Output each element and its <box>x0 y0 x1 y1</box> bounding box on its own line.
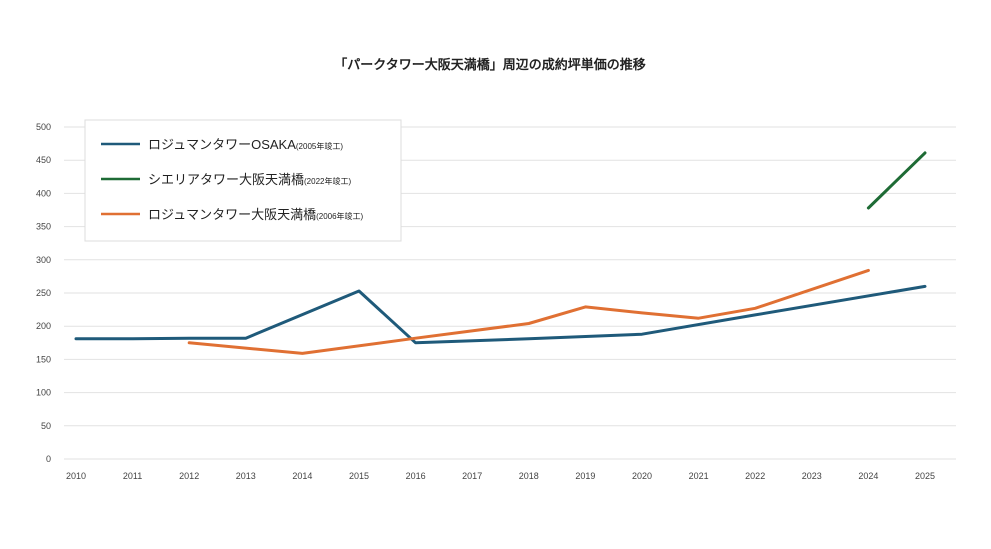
y-tick-label: 100 <box>36 388 51 398</box>
y-tick-label: 400 <box>36 188 51 198</box>
y-tick-label: 250 <box>36 288 51 298</box>
x-tick-label: 2015 <box>349 471 369 481</box>
x-tick-label: 2024 <box>858 471 878 481</box>
x-tick-label: 2014 <box>292 471 312 481</box>
series-line-1 <box>866 151 927 210</box>
chart-title: 「パークタワー大阪天満橋」周辺の成約坪単価の推移 <box>334 57 645 72</box>
legend-note: (2005年竣工) <box>296 141 343 151</box>
y-tick-label: 0 <box>46 454 51 464</box>
x-tick-label: 2018 <box>519 471 539 481</box>
x-tick-label: 2016 <box>406 471 426 481</box>
legend-note: (2006年竣工) <box>316 211 363 221</box>
y-tick-label: 350 <box>36 222 51 232</box>
y-tick-label: 450 <box>36 155 51 165</box>
legend-name: ロジュマンタワーOSAKA <box>148 137 296 152</box>
legend-label: ロジュマンタワー大阪天満橋(2006年竣工) <box>148 207 364 222</box>
y-tick-label: 300 <box>36 255 51 265</box>
legend: ロジュマンタワーOSAKA(2005年竣工) シエリアタワー大阪天満橋(2022年… <box>84 119 402 242</box>
series-line-0 <box>74 284 927 345</box>
x-tick-label: 2017 <box>462 471 482 481</box>
y-tick-label: 500 <box>36 122 51 132</box>
legend-box <box>84 119 402 242</box>
x-tick-label: 2019 <box>575 471 595 481</box>
x-tick-label: 2013 <box>236 471 256 481</box>
legend-label: ロジュマンタワーOSAKA(2005年竣工) <box>148 137 343 152</box>
x-tick-label: 2020 <box>632 471 652 481</box>
x-tick-label: 2012 <box>179 471 199 481</box>
y-tick-label: 50 <box>41 421 51 431</box>
legend-label: シエリアタワー大阪天満橋(2022年竣工) <box>148 172 351 187</box>
legend-name: ロジュマンタワー大阪天満橋 <box>148 207 316 222</box>
x-tick-label: 2023 <box>802 471 822 481</box>
y-axis: 0 50 100 150 200 250 300 350 400 450 500 <box>36 122 51 464</box>
y-tick-label: 150 <box>36 354 51 364</box>
legend-note: (2022年竣工) <box>304 176 351 186</box>
x-tick-label: 2021 <box>689 471 709 481</box>
x-tick-label: 2010 <box>66 471 86 481</box>
x-tick-label: 2025 <box>915 471 935 481</box>
x-tick-label: 2022 <box>745 471 765 481</box>
y-tick-label: 200 <box>36 321 51 331</box>
x-axis: 2010 2011 2012 2013 2014 2015 2016 2017 2018 2019… <box>66 471 935 481</box>
series <box>74 151 927 355</box>
legend-name: シエリアタワー大阪天満橋 <box>148 172 304 187</box>
x-tick-label: 2011 <box>123 471 142 481</box>
